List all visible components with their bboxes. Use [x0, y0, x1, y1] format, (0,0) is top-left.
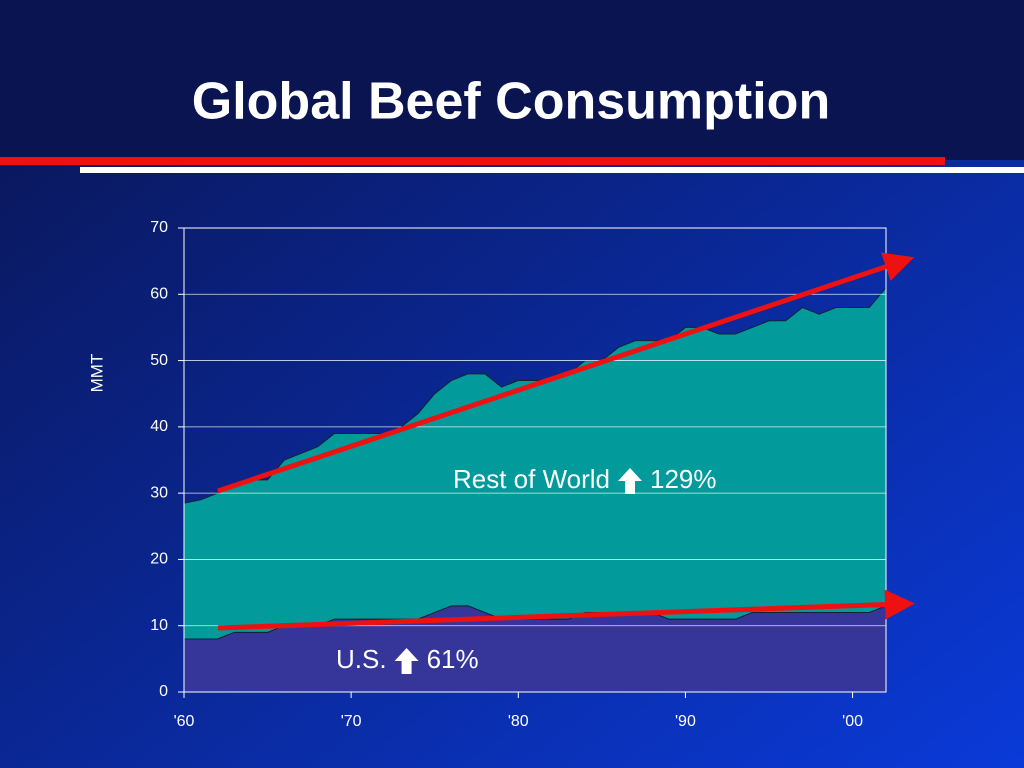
x-tick-label: '80 [508, 713, 529, 730]
x-tick-label: '00 [842, 713, 863, 730]
y-tick-label: 20 [150, 551, 168, 568]
trend-arrow [217, 589, 915, 631]
x-tick-label: '70 [341, 713, 362, 730]
header-band [0, 0, 1024, 160]
y-tick-label: 70 [150, 219, 168, 236]
up-arrow-icon [394, 648, 419, 674]
y-axis-label: MMT [87, 354, 106, 393]
y-tick-label: 50 [150, 352, 168, 369]
annotations: Rest of World 129% U.S. 61% [217, 252, 915, 674]
y-tick-label: 40 [150, 418, 168, 435]
y-tick-label: 10 [150, 617, 168, 634]
series-label: U.S. [336, 644, 387, 674]
title-rule-white [80, 167, 1024, 173]
chart-title: Global Beef Consumption [192, 73, 830, 131]
x-tick-label: '60 [174, 713, 195, 730]
series-change: 129% [650, 464, 717, 494]
y-tick-label: 30 [150, 484, 168, 501]
plot-frame [183, 227, 887, 693]
y-tick-label: 60 [150, 286, 168, 303]
series-change: 61% [427, 644, 479, 674]
x-tick-label: '90 [675, 713, 696, 730]
up-arrow-icon [618, 468, 643, 494]
plot-area: 0 10 20 30 40 50 60 70 '60 '70 '80 '90 '00 [150, 219, 887, 730]
y-tick-label: 0 [159, 683, 168, 700]
trend-arrow [217, 252, 915, 494]
title-rule-red [0, 157, 945, 165]
series-label: Rest of World [453, 464, 610, 494]
